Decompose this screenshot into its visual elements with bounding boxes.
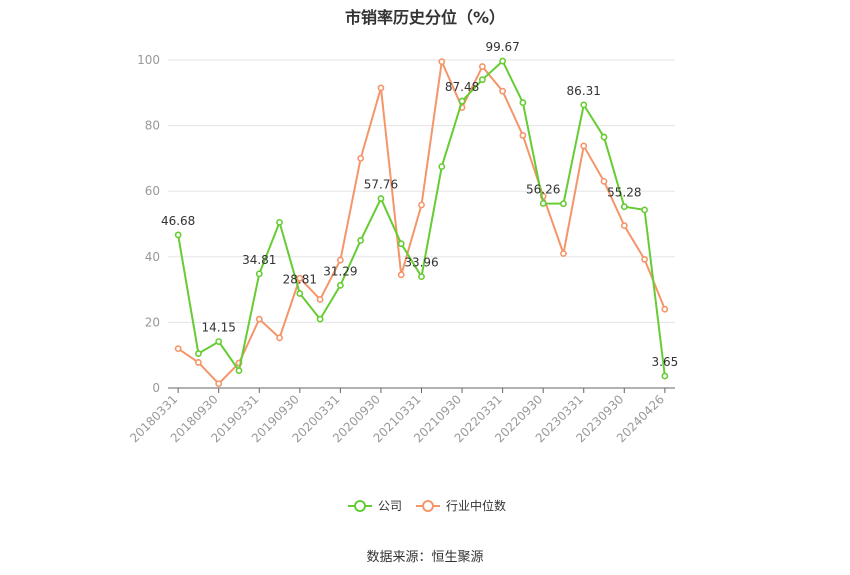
data-point xyxy=(316,315,324,323)
data-point xyxy=(357,154,365,162)
data-label: 86.31 xyxy=(567,84,601,98)
data-point xyxy=(174,231,182,239)
data-point xyxy=(195,350,202,357)
data-label: 57.76 xyxy=(364,178,398,192)
legend-label: 公司 xyxy=(378,499,402,513)
data-point xyxy=(316,296,324,303)
y-tick-label: 0 xyxy=(152,381,160,395)
data-point xyxy=(336,256,344,264)
data-point xyxy=(580,101,588,109)
data-point xyxy=(276,334,283,342)
data-point xyxy=(600,133,608,141)
data-label: 55.28 xyxy=(607,186,641,200)
chart-title: 市销率历史分位（%） xyxy=(344,8,506,27)
legend-item-company: 公司 xyxy=(348,499,402,513)
data-label: 28.81 xyxy=(283,273,317,287)
data-point xyxy=(620,222,628,230)
data-point xyxy=(195,359,202,366)
data-point xyxy=(418,201,425,209)
data-source: 数据来源：恒生聚源 xyxy=(366,550,484,565)
data-point xyxy=(519,132,527,139)
data-point xyxy=(174,345,182,353)
data-point xyxy=(357,236,365,244)
data-label: 99.67 xyxy=(485,40,519,54)
data-label: 33.96 xyxy=(404,256,438,270)
y-tick-label: 60 xyxy=(145,184,160,198)
data-point xyxy=(499,57,507,65)
data-point xyxy=(397,240,405,248)
data-label: 31.29 xyxy=(323,264,357,278)
y-tick-label: 80 xyxy=(145,119,160,133)
data-point xyxy=(539,200,547,207)
data-point xyxy=(661,305,669,313)
data-point xyxy=(478,63,486,70)
data-label: 56.26 xyxy=(526,182,560,196)
data-point xyxy=(641,256,648,263)
data-point xyxy=(377,195,385,202)
data-point xyxy=(215,380,223,388)
data-label: 87.48 xyxy=(445,80,479,94)
data-point xyxy=(519,99,527,107)
data-point xyxy=(397,271,405,279)
data-point xyxy=(580,142,588,150)
data-point xyxy=(296,274,304,282)
data-label: 34.81 xyxy=(242,253,276,267)
data-point xyxy=(458,97,466,105)
data-point xyxy=(377,84,385,92)
data-point xyxy=(641,206,648,214)
y-tick-label: 100 xyxy=(137,53,160,67)
legend-marker xyxy=(422,500,434,512)
data-point xyxy=(255,270,263,278)
data-label: 46.68 xyxy=(161,214,195,228)
data-point xyxy=(235,367,243,375)
data-label: 3.65 xyxy=(652,355,679,369)
y-tick-label: 20 xyxy=(145,315,160,329)
data-point xyxy=(600,177,608,185)
data-point xyxy=(336,281,344,289)
y-tick-label: 40 xyxy=(145,250,160,264)
legend: 公司 行业中位数 xyxy=(348,498,506,513)
legend-marker xyxy=(354,500,366,512)
data-point xyxy=(215,338,223,345)
series-line-industry xyxy=(177,60,666,385)
data-point xyxy=(438,163,446,170)
data-point xyxy=(255,315,263,323)
data-point xyxy=(418,273,425,281)
data-point xyxy=(478,76,486,84)
data-point xyxy=(499,87,507,95)
data-point xyxy=(560,200,567,208)
data-point xyxy=(296,290,304,297)
data-point xyxy=(276,218,283,226)
data-point xyxy=(661,372,669,380)
data-point xyxy=(560,250,567,257)
series-line-company xyxy=(177,60,666,377)
data-point xyxy=(620,203,628,211)
data-point xyxy=(438,58,446,66)
legend-item-industry: 行业中位数 xyxy=(416,498,506,513)
legend-label: 行业中位数 xyxy=(446,498,506,513)
data-label: 14.15 xyxy=(202,321,236,335)
